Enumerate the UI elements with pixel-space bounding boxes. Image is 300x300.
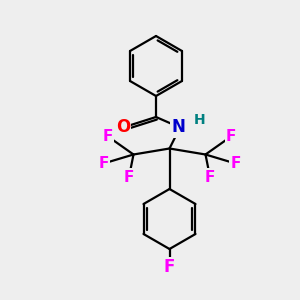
- Text: F: F: [103, 129, 113, 144]
- Text: O: O: [116, 118, 130, 136]
- Text: F: F: [98, 156, 109, 171]
- Text: F: F: [230, 156, 241, 171]
- Text: N: N: [172, 118, 185, 136]
- Text: H: H: [194, 113, 205, 127]
- Text: F: F: [164, 258, 175, 276]
- Text: F: F: [205, 169, 215, 184]
- Text: F: F: [226, 129, 236, 144]
- Text: F: F: [124, 169, 134, 184]
